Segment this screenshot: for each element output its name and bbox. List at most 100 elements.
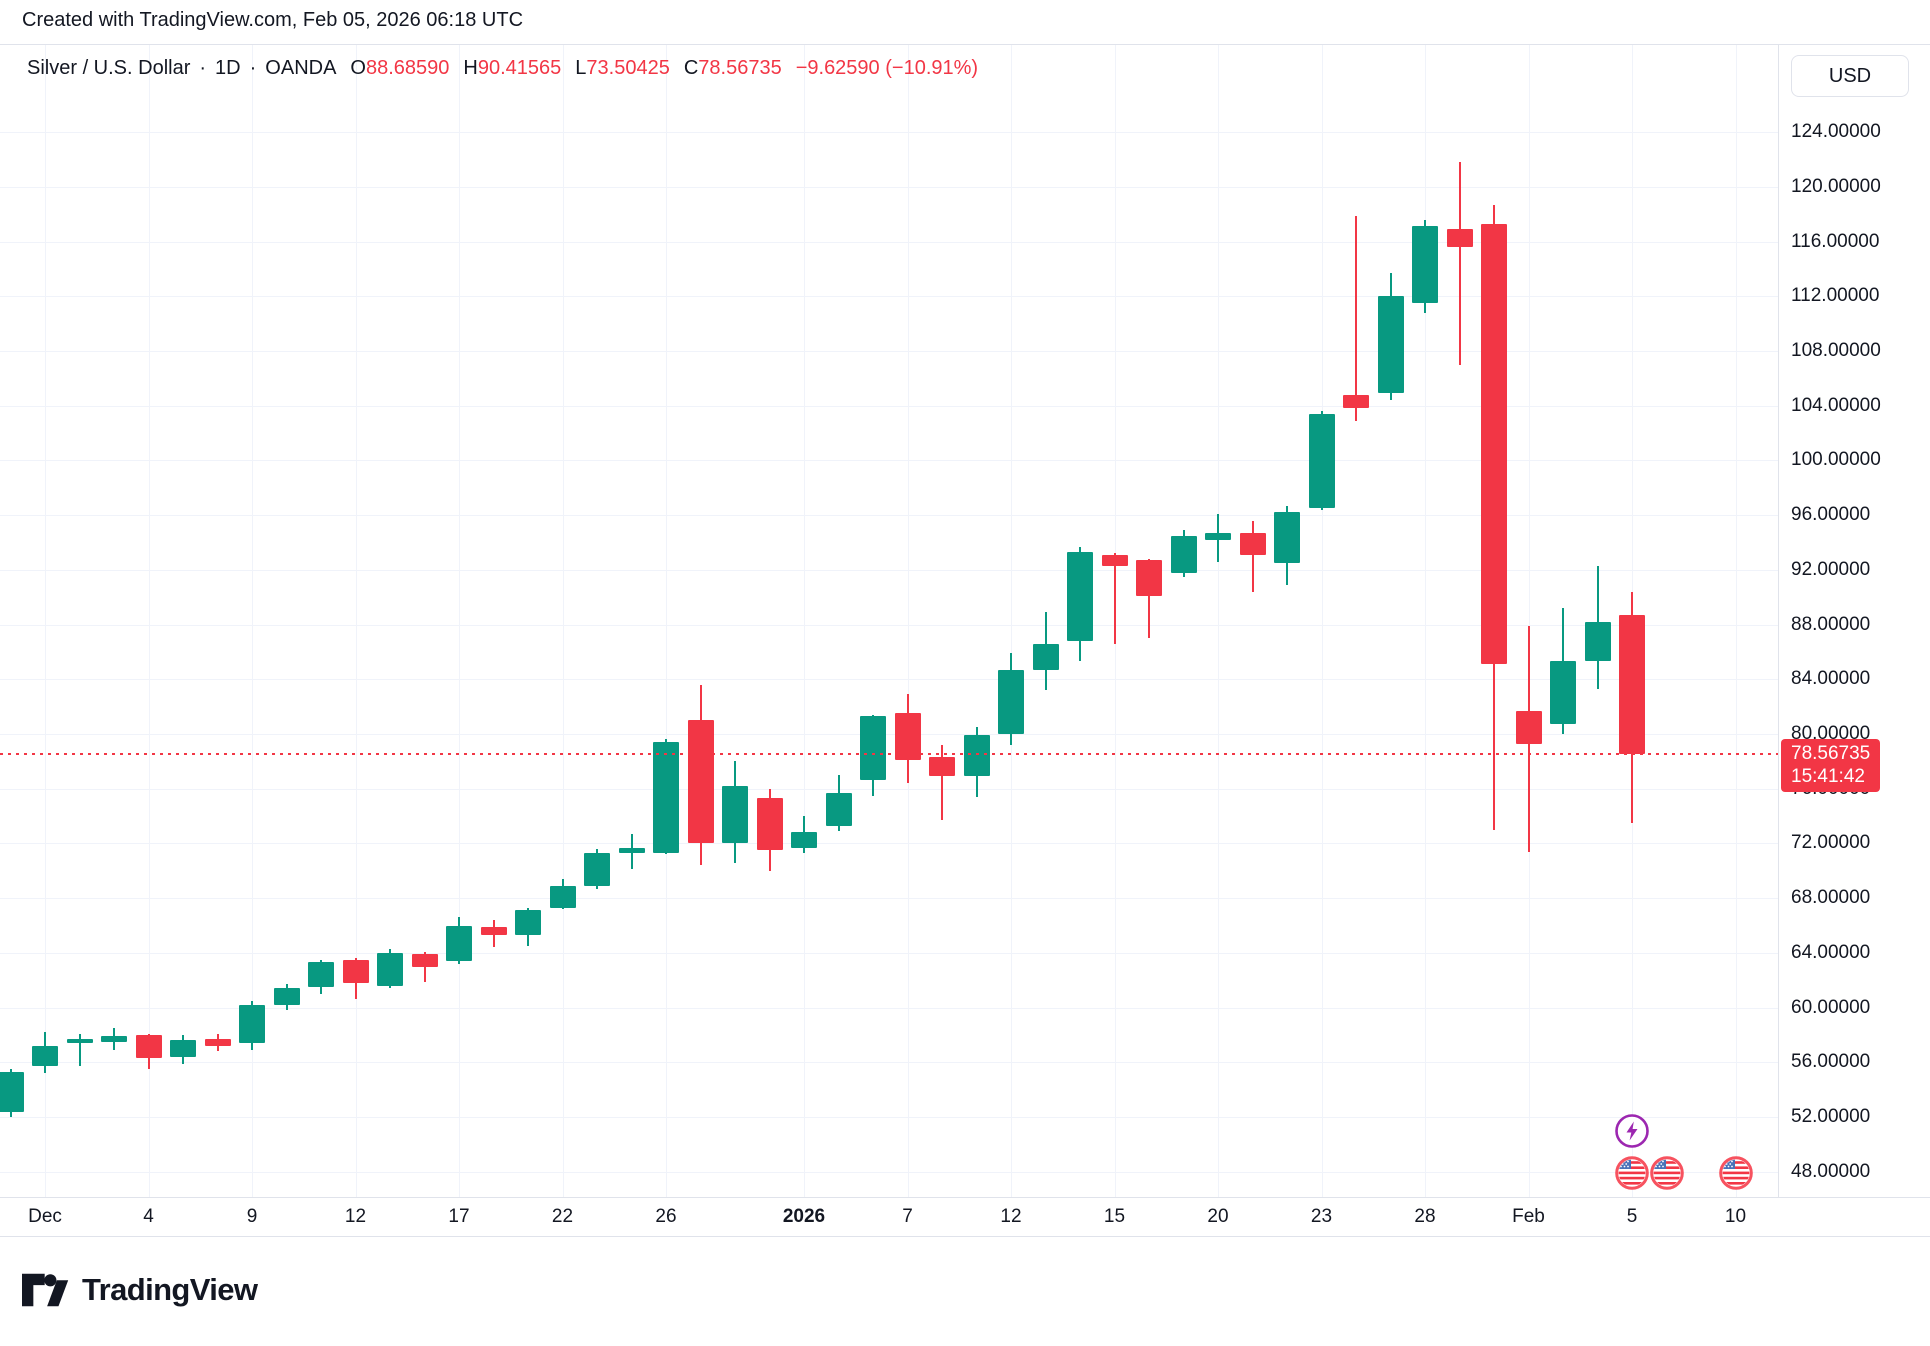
currency-button[interactable]: USD — [1791, 55, 1909, 97]
time-axis-label: 28 — [1414, 1206, 1436, 1227]
horizontal-gridline — [0, 350, 1778, 352]
candle-body — [0, 1071, 24, 1112]
candle-body — [204, 1039, 231, 1046]
candle-body — [618, 847, 645, 853]
candle-body — [1412, 226, 1438, 304]
price-axis-label: 60.00000 — [1791, 996, 1871, 1018]
candle-body — [549, 885, 576, 908]
candle-body — [653, 742, 679, 853]
change-value: −9.62590 (−10.91%) — [795, 57, 979, 79]
vertical-gridline — [804, 45, 805, 1197]
price-axis-label: 52.00000 — [1791, 1106, 1871, 1128]
candle-body — [342, 959, 369, 983]
time-axis-label: 10 — [1724, 1206, 1747, 1227]
candle-body — [480, 926, 507, 936]
candle-body — [239, 1004, 265, 1044]
vertical-gridline — [355, 45, 357, 1197]
horizontal-gridline — [0, 788, 1778, 790]
candle-body — [1239, 532, 1266, 555]
time-axis-label: 26 — [655, 1206, 677, 1227]
candle-body — [1343, 394, 1369, 409]
price-axis-label: 64.00000 — [1791, 941, 1871, 963]
us-flag-icon[interactable] — [1614, 1155, 1650, 1191]
candle-body — [32, 1045, 58, 1067]
symbol-title[interactable]: Silver / U.S. Dollar — [27, 57, 191, 79]
time-axis[interactable]: Dec 4 9 12 17 22 26 2026 7 12 15 20 23 28 Feb 5 10 — [0, 1198, 1930, 1236]
time-axis-label: Dec — [28, 1206, 62, 1227]
time-axis-label: 5 — [1626, 1206, 1638, 1227]
horizontal-gridline — [0, 843, 1778, 845]
widget-bottom-border — [0, 1236, 1930, 1237]
price-axis-label: 116.00000 — [1791, 230, 1880, 252]
horizontal-gridline — [0, 569, 1778, 571]
candle-body — [860, 716, 886, 781]
price-axis-label: 88.00000 — [1791, 613, 1871, 635]
horizontal-gridline — [0, 1171, 1778, 1173]
candle-body — [963, 735, 990, 777]
candle-wick — [1148, 558, 1150, 639]
candle-body — [687, 720, 714, 844]
widget-top-border — [0, 44, 1930, 45]
candle-body — [101, 1036, 127, 1042]
lightning-icon[interactable] — [1614, 1113, 1650, 1149]
time-axis-label: 4 — [143, 1206, 154, 1227]
horizontal-gridline — [0, 1007, 1778, 1009]
price-axis-label: 112.00000 — [1791, 285, 1880, 307]
candle-body — [791, 832, 817, 848]
exchange-label[interactable]: OANDA — [265, 57, 337, 79]
horizontal-gridline — [0, 296, 1778, 298]
candle-body — [1067, 552, 1093, 641]
candle-body — [756, 798, 783, 851]
ohlc-low: L73.50425 — [575, 57, 670, 79]
candle-body — [1205, 532, 1231, 540]
price-axis-label: 124.00000 — [1791, 121, 1881, 143]
time-axis-label: 12 — [1000, 1206, 1022, 1227]
candle-body — [377, 952, 403, 986]
tradingview-logo[interactable]: TradingView — [22, 1270, 258, 1310]
us-flag-icon[interactable] — [1649, 1155, 1685, 1191]
candle-body — [825, 792, 852, 826]
price-axis-label: 96.00000 — [1791, 504, 1871, 526]
candle-body — [273, 988, 300, 1005]
candle-body — [1377, 296, 1404, 394]
candle-body — [170, 1040, 196, 1057]
last-price-value: 78.56735 — [1791, 743, 1871, 764]
horizontal-gridline — [0, 132, 1778, 134]
horizontal-gridline — [0, 734, 1778, 735]
time-axis-label: 22 — [551, 1206, 574, 1227]
legend-separator: · — [249, 57, 257, 79]
price-axis[interactable]: USD 78.56735 15:41:42 124.00000 120.00000… — [1778, 45, 1930, 1197]
vertical-gridline — [45, 45, 46, 1197]
candle-wick — [1355, 215, 1357, 421]
tradingview-logo-text: TradingView — [82, 1272, 258, 1307]
candle-body — [894, 713, 921, 760]
last-price-tag: 78.56735 15:41:42 — [1781, 739, 1881, 792]
interval-label[interactable]: 1D — [215, 57, 241, 79]
ohlc-high: H90.41565 — [463, 57, 562, 79]
candle-wick — [1251, 520, 1254, 592]
time-axis-top-border — [0, 1197, 1930, 1198]
chart-pane[interactable]: Silver / U.S. Dollar · 1D · OANDA O88.68… — [0, 45, 1778, 1197]
candle-body — [308, 962, 334, 988]
candle-body — [1550, 661, 1576, 725]
candle-body — [1481, 223, 1507, 665]
horizontal-gridline — [0, 460, 1778, 462]
candle-body — [1308, 413, 1335, 509]
time-axis-label: Feb — [1512, 1206, 1545, 1227]
us-flag-icon[interactable] — [1718, 1155, 1754, 1191]
candle-body — [446, 925, 472, 962]
vertical-gridline — [666, 45, 667, 1197]
price-axis-label: 80.00000 — [1791, 723, 1871, 744]
time-axis-label: 9 — [246, 1206, 258, 1227]
vertical-gridline — [562, 45, 564, 1197]
vertical-gridline — [252, 45, 253, 1197]
time-axis-label: 7 — [902, 1206, 913, 1227]
candle-body — [1101, 554, 1128, 566]
candle-wick — [78, 1033, 81, 1067]
vertical-gridline — [459, 45, 460, 1197]
time-axis-label: 20 — [1207, 1206, 1229, 1227]
candle-body — [1136, 560, 1162, 596]
candle-body — [66, 1039, 93, 1044]
vertical-gridline — [1735, 45, 1737, 1197]
